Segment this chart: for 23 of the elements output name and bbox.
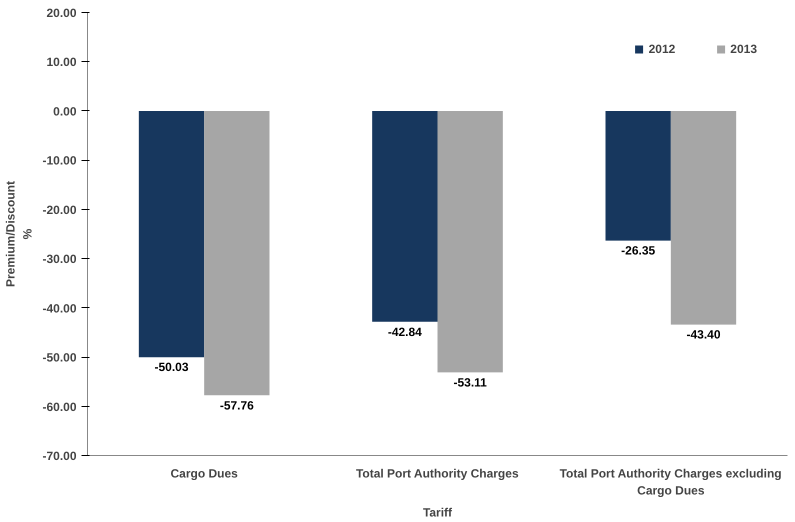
y-tick-label: -40.00	[42, 301, 77, 316]
legend-label: 2012	[648, 42, 676, 56]
y-tick-label: -70.00	[42, 449, 77, 463]
x-tick-label: Cargo Dues	[170, 466, 238, 480]
x-tick-label: Total Port Authority Charges excluding Cargo Dues	[560, 466, 782, 498]
y-tick-label: -60.00	[42, 400, 77, 414]
x-tick-label: Total Port Authority Charges	[356, 466, 519, 480]
x-axis-title: Tariff	[422, 505, 454, 520]
data-label: -50.03	[154, 360, 189, 374]
y-tick-label: 10.00	[46, 55, 77, 70]
y-tick-label: -20.00	[42, 202, 77, 217]
data-label: -26.35	[621, 244, 656, 258]
y-axis-title: Premium/Discount %	[4, 180, 34, 288]
data-label: -57.76	[220, 398, 254, 412]
data-label: -53.11	[453, 375, 488, 390]
data-label: -42.84	[388, 324, 422, 339]
y-tick-label: 20.00	[46, 6, 77, 20]
legend-label: 2013	[730, 42, 757, 56]
y-tick-label: 0.00	[53, 104, 77, 118]
y-tick-label: -30.00	[42, 252, 77, 266]
y-tick-label: -50.00	[42, 350, 77, 365]
data-label: -43.40	[686, 328, 721, 342]
y-tick-label: -10.00	[42, 154, 77, 168]
